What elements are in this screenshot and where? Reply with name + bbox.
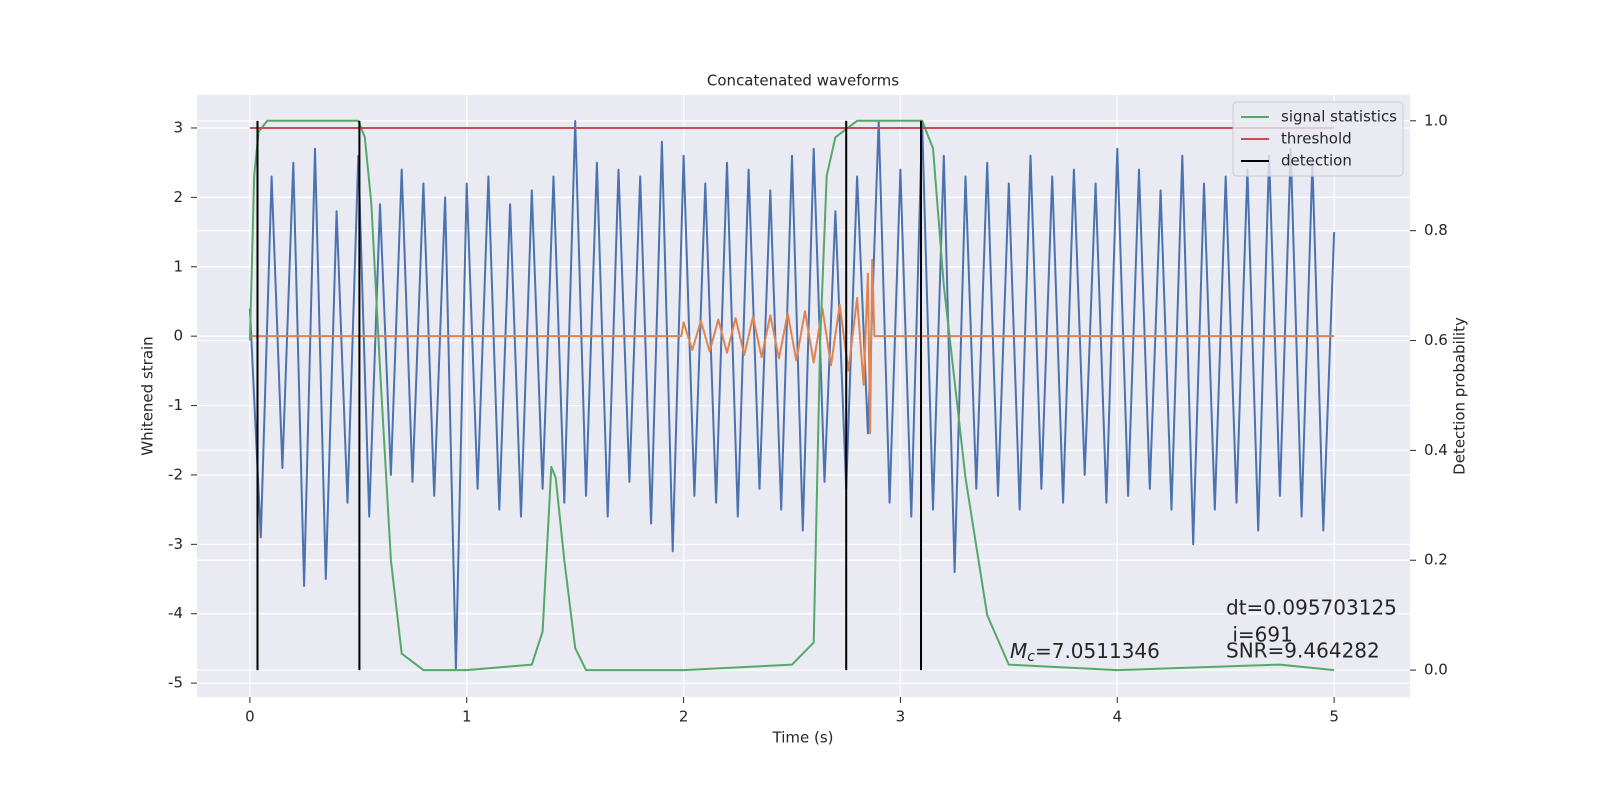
mc-value: =7.0511346 <box>1035 639 1160 663</box>
mc-annotation: Mc=7.0511346 <box>1010 639 1160 666</box>
chart-title: Concatenated waveforms <box>707 72 899 90</box>
y2-tick-label: 0.8 <box>1424 221 1448 239</box>
y-tick-label: -3 <box>168 535 183 553</box>
plot-area <box>197 95 1410 697</box>
legend-label: threshold <box>1281 130 1352 148</box>
annotation: dt=0.095703125 <box>1226 596 1397 620</box>
y2-axis-label: Detection probability <box>1451 317 1469 475</box>
x-tick-label: 3 <box>896 708 906 726</box>
mc-symbol: M <box>1010 639 1027 663</box>
mc-subscript: c <box>1027 649 1035 665</box>
y-tick-label: 1 <box>173 257 183 275</box>
y-tick-label: -2 <box>168 465 183 483</box>
marks <box>248 119 1336 672</box>
y2-tick-label: 0.0 <box>1424 661 1448 679</box>
series-line <box>249 258 1335 435</box>
series-line <box>248 119 1335 672</box>
legend: signal statistics threshold detection <box>1232 101 1404 177</box>
x-tick-label: 4 <box>1112 708 1122 726</box>
series-line <box>248 120 1336 671</box>
y-tick-label: -5 <box>168 674 183 692</box>
y-tick-label: -4 <box>168 604 183 622</box>
annotation: SNR=9.464282 <box>1226 639 1380 663</box>
x-tick-label: 0 <box>245 708 255 726</box>
y2-tick-label: 1.0 <box>1424 111 1448 129</box>
x-tick-label: 5 <box>1329 708 1339 726</box>
legend-label: signal statistics <box>1281 108 1397 126</box>
y2-tick-label: 0.6 <box>1424 331 1448 349</box>
x-tick-label: 1 <box>462 708 472 726</box>
x-axis-label: Time (s) <box>772 729 834 747</box>
y-tick-label: 3 <box>173 118 183 136</box>
legend-label: detection <box>1281 152 1352 170</box>
annotation: i=691 <box>1226 623 1293 647</box>
y-tick-label: 2 <box>173 188 183 206</box>
ticks: 0 1 2 3 4 5 -5 -4 -3 -2 -1 0 1 2 3 0.0 0.2 0.4 0.6 0.8 1.0 <box>168 111 1448 725</box>
y-tick-label: 0 <box>173 327 183 345</box>
y2-tick-label: 0.2 <box>1424 551 1448 569</box>
y-axis-label: Whitened strain <box>139 336 157 455</box>
y-tick-label: -1 <box>168 396 183 414</box>
x-tick-label: 2 <box>679 708 689 726</box>
legend-box <box>1232 101 1404 177</box>
y2-tick-label: 0.4 <box>1424 441 1448 459</box>
